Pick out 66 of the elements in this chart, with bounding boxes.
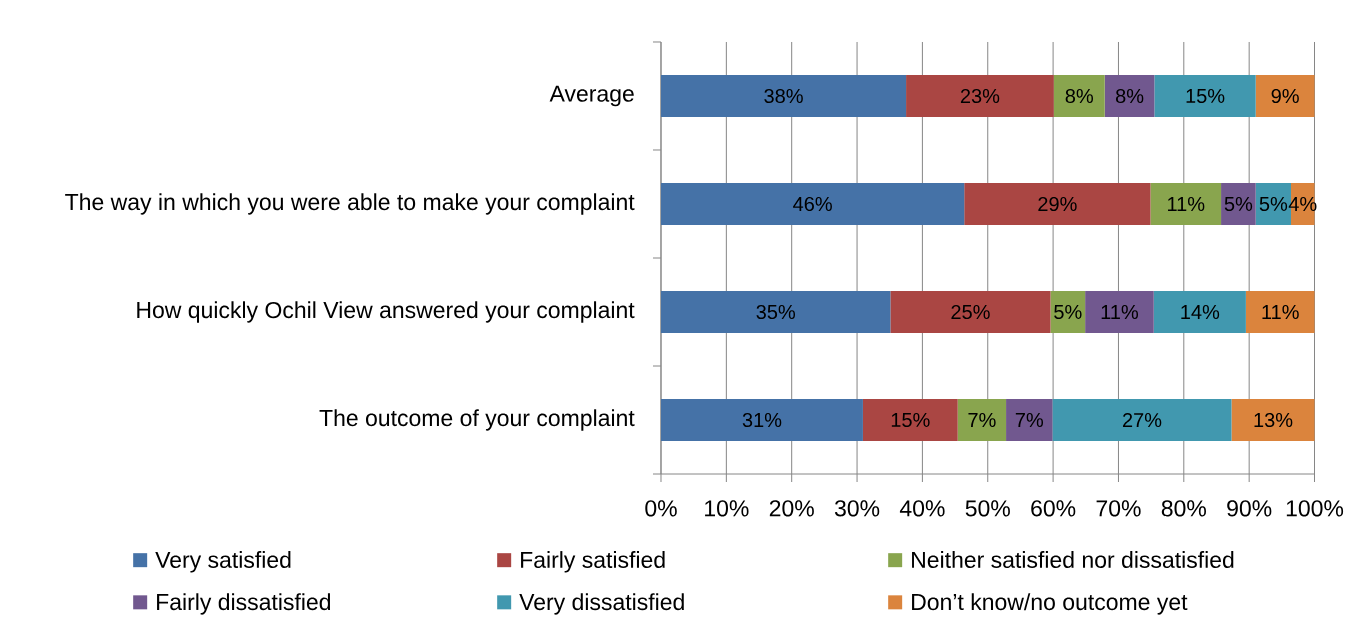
legend-label: Fairly satisfied <box>521 551 665 573</box>
bar <box>661 183 965 225</box>
y-tick-label: Average <box>549 85 634 107</box>
bar <box>1085 291 1154 333</box>
data-label: 13% <box>1254 412 1293 428</box>
bar <box>964 183 1151 225</box>
y-tick-label: The outcome of your complaint <box>319 409 635 431</box>
data-label: 14% <box>1181 305 1220 319</box>
y-tick-label: The way in which you were able to make your complaint <box>65 193 635 215</box>
data-label: 7% <box>1015 413 1044 427</box>
bar <box>890 291 1051 333</box>
data-label: 8% <box>1065 88 1093 104</box>
x-tick-label: 100% <box>1286 500 1344 517</box>
data-label: 27% <box>1122 412 1162 428</box>
data-label: 46% <box>793 196 832 212</box>
x-tick-label: 50% <box>965 500 1010 517</box>
x-tick-label: 30% <box>834 500 880 517</box>
legend-label: Neither satisfied nor dissatisfied <box>912 551 1234 568</box>
bar <box>1245 291 1315 333</box>
data-label: 8% <box>1115 88 1144 104</box>
bar <box>1150 183 1222 225</box>
data-label: 5% <box>1054 304 1082 320</box>
data-label: 5% <box>1224 196 1253 212</box>
bar <box>957 399 1007 441</box>
data-label: 15% <box>891 412 930 428</box>
bar <box>1153 291 1246 333</box>
data-label: 11% <box>1101 305 1139 319</box>
bar <box>1255 75 1315 117</box>
data-label: 23% <box>960 88 1000 104</box>
data-label: 35% <box>756 304 795 320</box>
bar <box>661 399 863 441</box>
bar <box>661 75 907 117</box>
legend-label: Very dissatisfied <box>519 593 684 615</box>
x-tick-label: 20% <box>769 500 814 517</box>
bar <box>1053 75 1105 117</box>
bar <box>1104 75 1155 117</box>
bar <box>862 399 958 441</box>
x-tick-label: 90% <box>1227 500 1272 517</box>
data-label: 11% <box>1168 197 1205 211</box>
x-tick-label: 0% <box>645 500 677 517</box>
bar <box>1231 399 1315 441</box>
y-tick-label: How quickly Ochil View answered your complaint <box>137 301 635 323</box>
data-label: 5% <box>1259 196 1288 212</box>
bar <box>1221 183 1256 225</box>
data-label: 11% <box>1262 305 1299 319</box>
data-label: 29% <box>1038 196 1077 212</box>
bar <box>906 75 1054 117</box>
data-label: 31% <box>742 412 782 428</box>
x-tick-label: 70% <box>1096 500 1141 517</box>
legend-label: Fairly dissatisfied <box>157 593 331 615</box>
bar <box>1052 399 1232 441</box>
x-tick-label: 80% <box>1161 500 1206 517</box>
data-label: 25% <box>951 304 990 320</box>
data-label: 15% <box>1186 88 1225 104</box>
x-tick-label: 40% <box>899 500 945 517</box>
bar <box>1006 399 1053 441</box>
data-label: 38% <box>764 88 803 104</box>
bar <box>1154 75 1256 117</box>
legend-label: Very satisfied <box>155 551 291 573</box>
x-tick-label: 10% <box>705 500 749 517</box>
bar <box>661 291 891 333</box>
data-label: 9% <box>1271 88 1299 104</box>
legend-label: Don’t know/no outcome yet <box>912 593 1188 615</box>
bar <box>1050 291 1086 333</box>
x-tick-label: 60% <box>1031 500 1076 517</box>
data-label: 7% <box>968 413 996 427</box>
